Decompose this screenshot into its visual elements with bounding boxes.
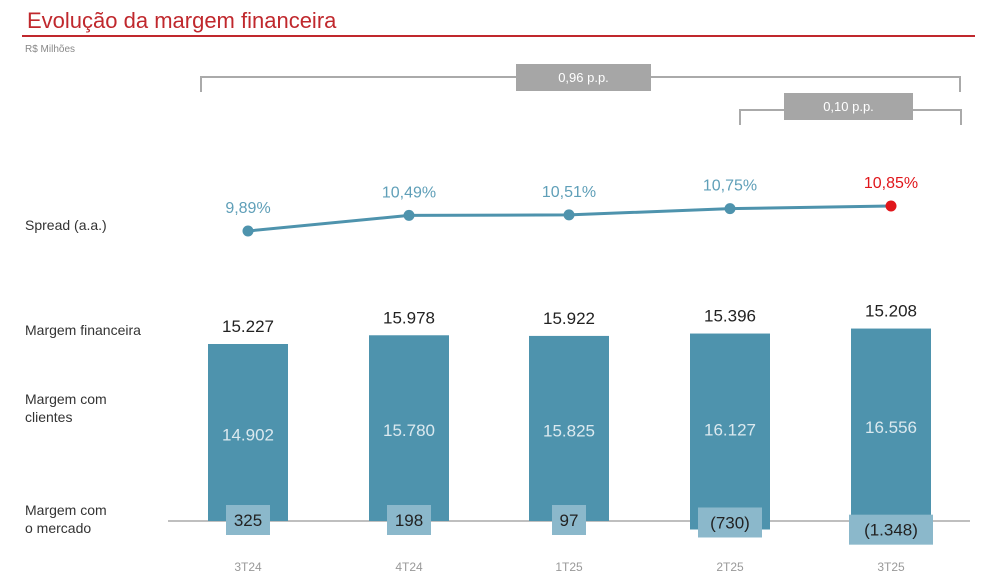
chart-title: Evolução da margem financeira bbox=[27, 8, 337, 33]
clients-label: 16.556 bbox=[865, 418, 917, 437]
row-label-market-2: o mercado bbox=[25, 520, 92, 536]
pp-badge bbox=[516, 64, 651, 91]
total-label: 15.227 bbox=[222, 317, 274, 336]
spread-point bbox=[403, 209, 415, 221]
x-tick-label: 1T25 bbox=[555, 560, 583, 574]
market-label: (1.348) bbox=[864, 521, 918, 540]
total-label: 15.978 bbox=[383, 308, 435, 327]
total-label: 15.922 bbox=[543, 309, 595, 328]
market-label: 325 bbox=[234, 511, 262, 530]
market-label: (730) bbox=[710, 513, 750, 532]
row-label-market-1: Margem com bbox=[25, 502, 107, 518]
x-tick-label: 2T25 bbox=[716, 560, 744, 574]
market-label: 97 bbox=[560, 511, 579, 530]
bar bbox=[690, 333, 770, 530]
row-label-clients: Margem com clientes bbox=[25, 390, 107, 426]
x-tick-label: 4T24 bbox=[395, 560, 423, 574]
x-tick-label: 3T25 bbox=[877, 560, 905, 574]
clients-label: 14.902 bbox=[222, 426, 274, 445]
clients-label: 15.825 bbox=[543, 421, 595, 440]
spread-label: 10,85% bbox=[864, 175, 918, 192]
pp-badge bbox=[784, 93, 913, 120]
total-label: 15.208 bbox=[865, 302, 917, 321]
spread-label: 10,51% bbox=[542, 184, 596, 201]
market-box bbox=[387, 505, 431, 535]
market-box bbox=[698, 507, 762, 538]
market-box bbox=[226, 505, 270, 535]
spread-point bbox=[724, 203, 736, 215]
pp-label: 0,96 p.p. bbox=[558, 70, 609, 85]
row-label-total: Margem financeira bbox=[25, 322, 141, 338]
spread-label: 10,75% bbox=[703, 178, 757, 195]
x-tick-label: 3T24 bbox=[234, 560, 262, 574]
spread-point bbox=[885, 200, 897, 212]
unit-label: R$ Milhões bbox=[25, 44, 76, 55]
bar bbox=[851, 328, 931, 537]
market-box bbox=[552, 505, 586, 535]
bar bbox=[369, 335, 449, 521]
bar bbox=[529, 335, 609, 521]
market-label: 198 bbox=[395, 511, 423, 530]
spread-point bbox=[242, 225, 254, 237]
row-label-clients-2: clientes bbox=[25, 409, 73, 425]
pp-label: 0,10 p.p. bbox=[823, 99, 874, 114]
clients-label: 16.127 bbox=[704, 420, 756, 439]
clients-label: 15.780 bbox=[383, 421, 435, 440]
row-label-market: Margem com o mercado bbox=[25, 501, 107, 537]
spread-label: 10,49% bbox=[382, 184, 436, 201]
market-box bbox=[849, 514, 933, 545]
spread-point bbox=[563, 209, 575, 221]
spread-label: 9,89% bbox=[225, 200, 270, 217]
total-label: 15.396 bbox=[704, 307, 756, 326]
row-label-clients-1: Margem com bbox=[25, 391, 107, 407]
row-label-spread: Spread (a.a.) bbox=[25, 217, 107, 233]
bar bbox=[208, 344, 288, 521]
title-rule bbox=[22, 35, 975, 37]
